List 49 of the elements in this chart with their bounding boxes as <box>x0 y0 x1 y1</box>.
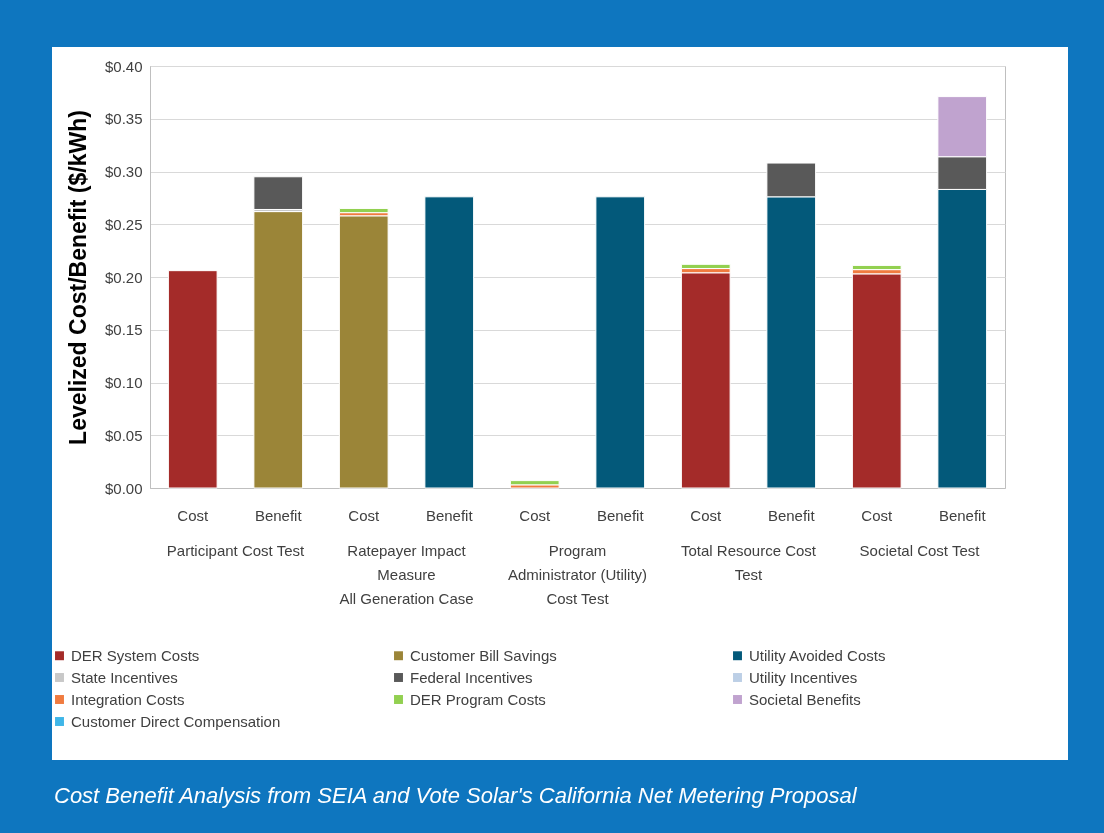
bar <box>253 211 304 489</box>
bar <box>595 196 646 489</box>
bar <box>424 196 475 489</box>
bar <box>509 480 560 486</box>
x-tick-label: Cost <box>861 506 893 524</box>
text: Program Administrator (Utility) Cost Test <box>507 542 648 607</box>
legend-label: State Incentives <box>71 668 178 686</box>
legend-label: Federal Incentives <box>410 668 533 686</box>
y-tick-label: $0.40 <box>104 57 143 75</box>
x-tick-label: Benefit <box>938 506 987 524</box>
legend-label: DER Program Costs <box>410 690 546 708</box>
y-tick-label: $0.20 <box>104 268 143 286</box>
legend-label: Customer Direct Compensation <box>71 712 281 730</box>
bar <box>680 263 731 270</box>
legend-label: Customer Bill Savings <box>410 646 557 664</box>
bar <box>253 176 304 210</box>
text: Societal Cost Test <box>859 542 981 559</box>
y-tick-label: $0.10 <box>104 374 143 391</box>
x-tick-label: Benefit <box>596 506 645 524</box>
y-tick-label: $0.30 <box>104 163 143 180</box>
y-tick-label: $0.00 <box>104 479 143 497</box>
bar <box>851 273 902 489</box>
y-axis-title: Levelized Cost/Benefit ($/kWh) <box>64 110 91 445</box>
x-tick-label: Benefit <box>425 506 474 524</box>
text: Cost Benefit Analysis from SEIA and Vote Solar's California Net Metering Proposal <box>54 783 857 809</box>
y-tick-label: $0.25 <box>104 215 143 233</box>
y-tick-label: $0.35 <box>104 110 143 128</box>
bar <box>851 264 902 271</box>
bar <box>338 207 389 214</box>
legend-label: Societal Benefits <box>749 690 861 708</box>
legend-label: DER System Costs <box>71 646 200 664</box>
x-tick-label: Cost <box>690 506 722 524</box>
legend-label: Utility Incentives <box>749 668 858 686</box>
x-tick-label: Cost <box>177 506 209 524</box>
text: Ratepayer Impact Measure All Generation Case <box>339 542 474 607</box>
x-tick-label: Cost <box>348 506 380 524</box>
bar <box>338 215 389 489</box>
y-tick-label: $0.05 <box>104 426 143 444</box>
x-tick-label: Benefit <box>767 506 816 524</box>
x-tick-label: Cost <box>519 506 551 524</box>
bar <box>680 272 731 489</box>
x-tick-label: Benefit <box>254 506 303 524</box>
y-tick-label: $0.15 <box>104 321 143 339</box>
legend-label: Integration Costs <box>71 690 185 708</box>
bar <box>509 484 560 489</box>
text: Participant Cost Test <box>166 542 305 559</box>
legend-label: Utility Avoided Costs <box>749 646 886 664</box>
bar <box>167 270 218 489</box>
text: Total Resource Cost Test <box>680 542 817 583</box>
